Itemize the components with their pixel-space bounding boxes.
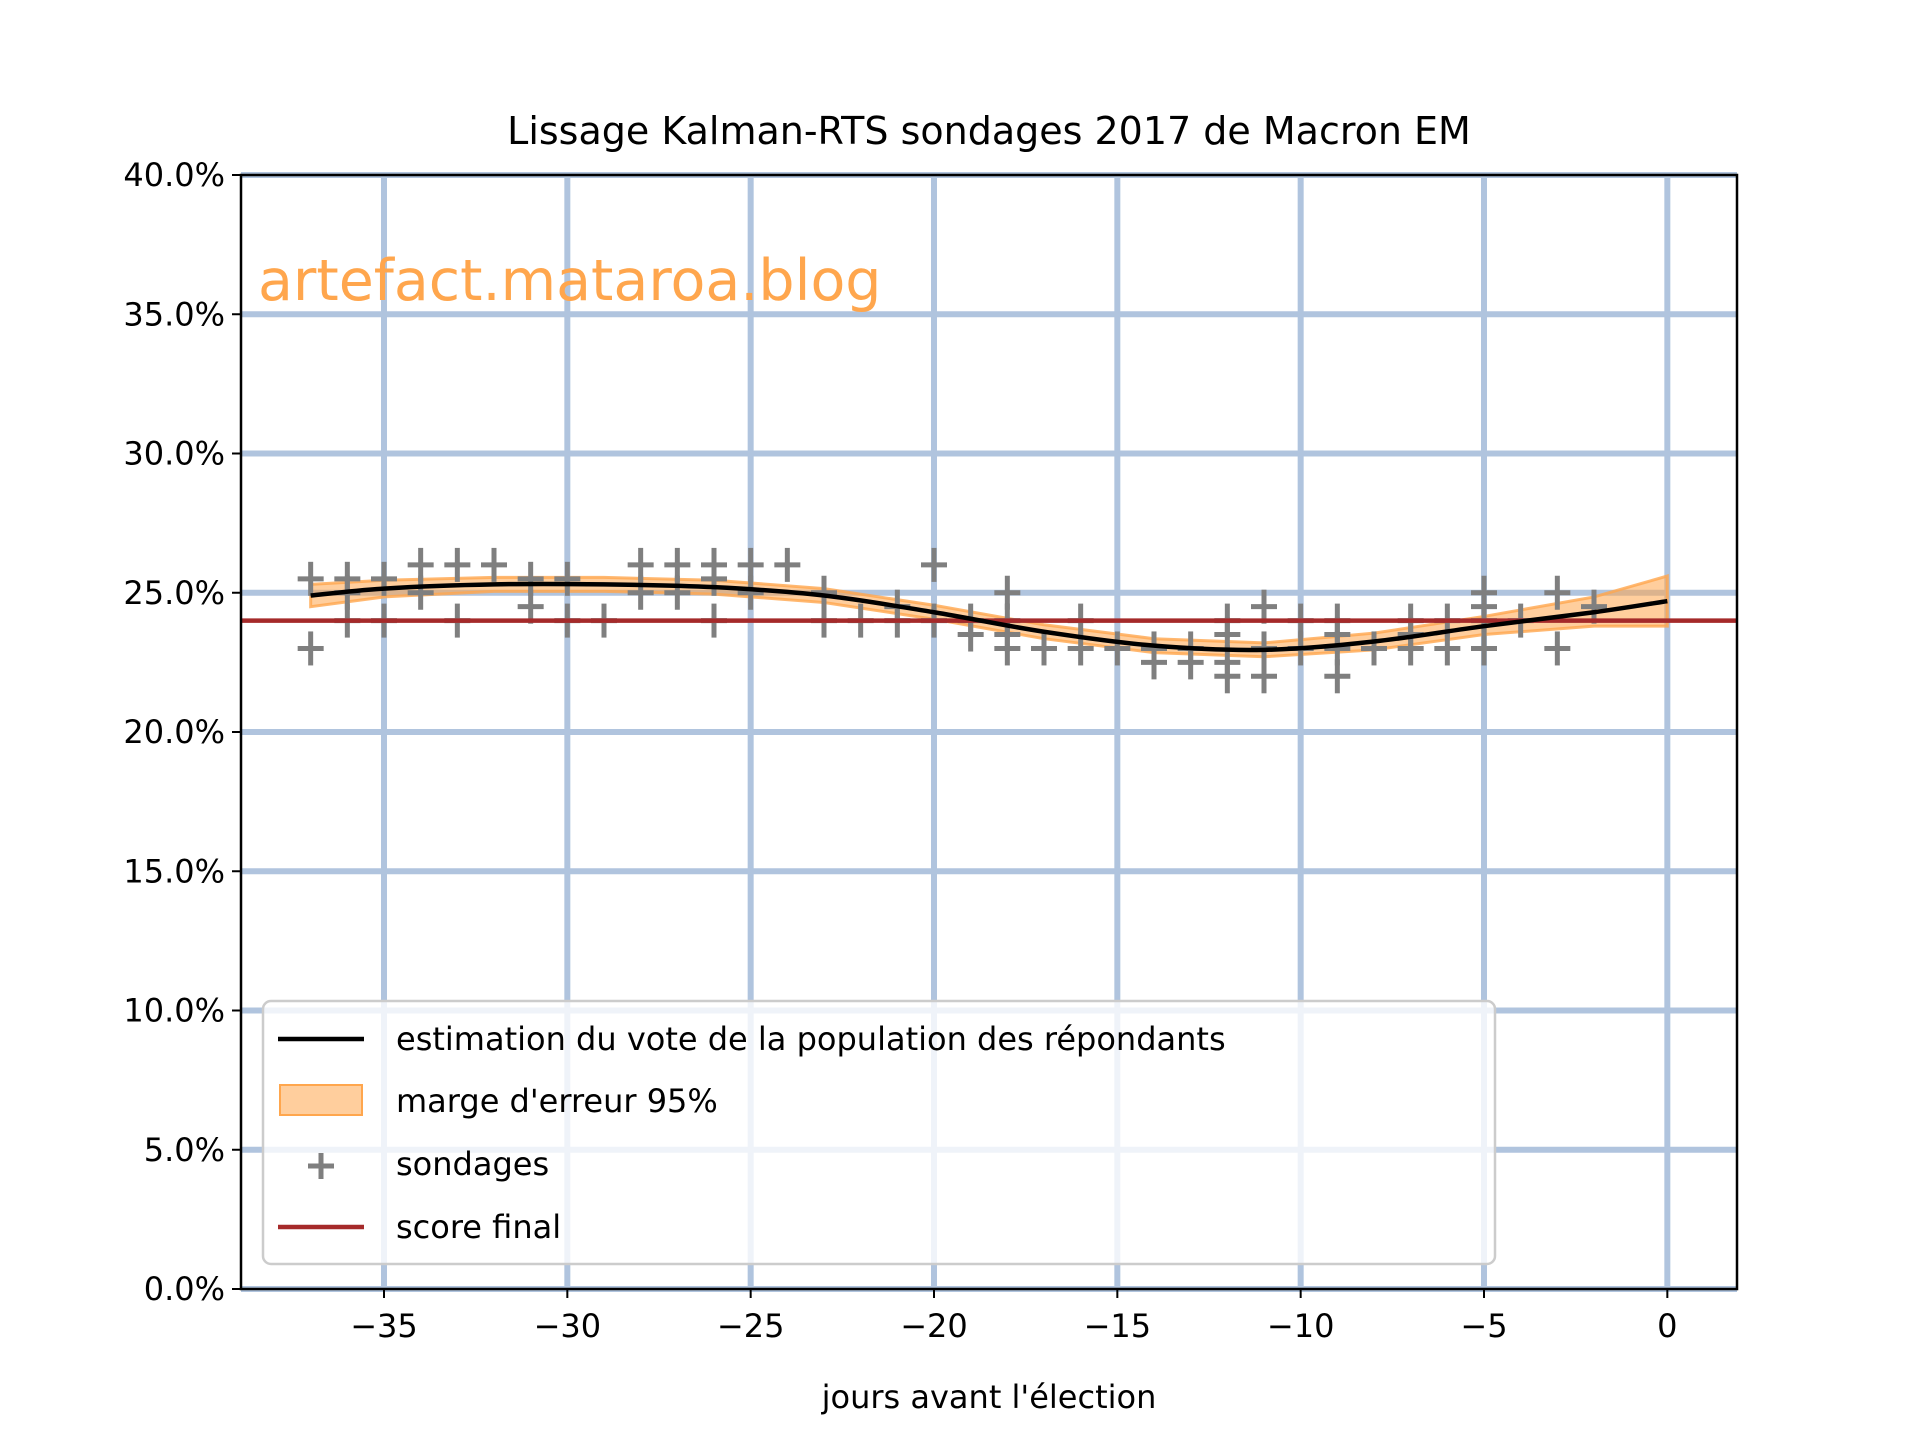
x-tick-label: −5 bbox=[1460, 1307, 1507, 1345]
poll-marker bbox=[407, 575, 434, 610]
x-axis-label: jours avant l'élection bbox=[821, 1378, 1157, 1416]
poll-marker bbox=[1251, 659, 1277, 694]
poll-marker bbox=[701, 561, 727, 596]
poll-marker bbox=[481, 547, 507, 582]
x-tick-label: −10 bbox=[1267, 1307, 1335, 1345]
y-tick-label: 10.0% bbox=[123, 992, 225, 1030]
poll-marker bbox=[627, 575, 654, 610]
poll-marker bbox=[1544, 575, 1571, 610]
poll-marker bbox=[1324, 659, 1351, 694]
poll-marker bbox=[1434, 631, 1461, 666]
poll-marker bbox=[1251, 589, 1277, 624]
poll-marker bbox=[1581, 589, 1607, 624]
poll-marker bbox=[1214, 659, 1241, 694]
poll-marker bbox=[1031, 631, 1057, 666]
legend-swatch-polls bbox=[308, 1153, 334, 1179]
watermark: artefact.mataroa.blog bbox=[258, 248, 882, 314]
legend-label-polls: sondages bbox=[396, 1145, 549, 1183]
x-tick-label: −15 bbox=[1084, 1307, 1152, 1345]
legend-swatch-band bbox=[279, 1084, 363, 1116]
poll-marker bbox=[554, 561, 581, 596]
y-tick-label: 40.0% bbox=[123, 156, 225, 194]
poll-marker bbox=[1544, 631, 1571, 666]
poll-marker bbox=[994, 631, 1021, 666]
poll-marker bbox=[737, 575, 764, 610]
estimate-curve bbox=[310, 581, 1668, 653]
legend: estimation du vote de la population des … bbox=[261, 999, 1497, 1266]
y-tick-label: 35.0% bbox=[123, 295, 225, 333]
x-tick-label: −30 bbox=[534, 1307, 602, 1345]
y-tick-label: 5.0% bbox=[144, 1131, 225, 1169]
poll-marker bbox=[664, 575, 691, 610]
poll-marker bbox=[297, 561, 324, 596]
poll-marker bbox=[1104, 631, 1131, 666]
y-tick-label: 0.0% bbox=[144, 1270, 225, 1308]
poll-marker bbox=[1177, 645, 1204, 680]
axis-ticks: −35 −30 −25 −20 −15 −10 −5 0 0.0% 5.0% 10.0% 15.0% 2… bbox=[123, 156, 1677, 1345]
poll-marker bbox=[957, 617, 984, 652]
x-tick-label: −35 bbox=[350, 1307, 418, 1345]
x-tick-label: −25 bbox=[717, 1307, 785, 1345]
y-tick-label: 20.0% bbox=[123, 713, 225, 751]
x-tick-label: 0 bbox=[1657, 1307, 1677, 1345]
poll-marker bbox=[1141, 645, 1167, 680]
legend-label-final: score final bbox=[396, 1208, 561, 1246]
poll-marker bbox=[774, 547, 801, 582]
poll-marker bbox=[297, 631, 324, 666]
y-tick-label: 25.0% bbox=[123, 574, 225, 612]
y-tick-label: 15.0% bbox=[123, 852, 225, 890]
poll-markers bbox=[297, 547, 1607, 694]
chart-title: Lissage Kalman-RTS sondages 2017 de Macr… bbox=[507, 109, 1471, 153]
poll-marker bbox=[1471, 631, 1497, 666]
poll-marker bbox=[444, 547, 471, 582]
poll-marker bbox=[1361, 631, 1387, 666]
y-tick-label: 30.0% bbox=[123, 435, 225, 473]
x-tick-label: −20 bbox=[900, 1307, 968, 1345]
poll-marker bbox=[921, 547, 947, 582]
estimate-line bbox=[310, 581, 1668, 653]
poll-marker bbox=[517, 589, 544, 624]
legend-label-band: marge d'erreur 95% bbox=[396, 1082, 718, 1120]
legend-label-estimate: estimation du vote de la population des … bbox=[396, 1020, 1226, 1058]
legend-box bbox=[261, 999, 1497, 1266]
